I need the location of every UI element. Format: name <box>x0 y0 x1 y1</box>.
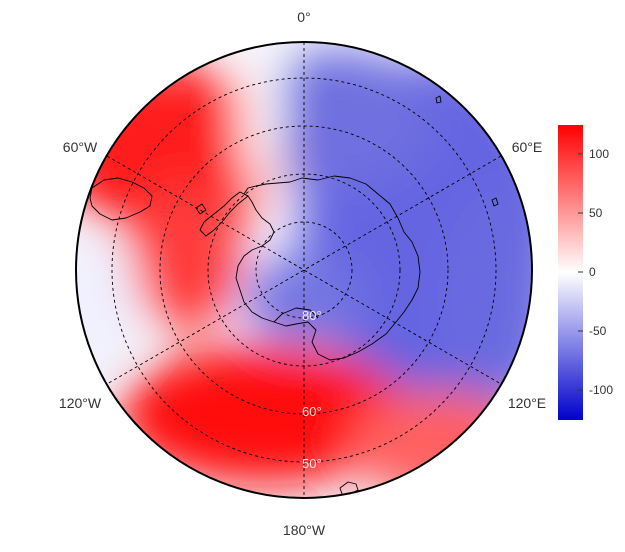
positive-anomaly-south <box>120 345 410 485</box>
lat-label-50: 50° <box>302 456 322 471</box>
negative-anomaly-north <box>245 50 435 190</box>
negative-anomaly-far-east <box>445 190 532 410</box>
positive-anomaly-southeast <box>350 390 530 498</box>
colorbar-tick-label: 0 <box>589 265 596 279</box>
east-islands <box>435 95 499 207</box>
neutral-band-north <box>242 42 282 190</box>
south-america-tip <box>89 177 153 221</box>
coastlines <box>89 95 499 495</box>
graticule <box>106 42 502 498</box>
positive-anomaly-west <box>130 180 240 330</box>
antarctica-coastline <box>235 175 421 361</box>
meridian-label-0: 0° <box>297 9 310 25</box>
negative-anomaly-pole <box>245 255 365 345</box>
colorbar-ticks <box>578 153 583 391</box>
colorbar: 100 50 0 -50 -100 <box>558 125 613 420</box>
lat-label-80: 80° <box>302 308 322 323</box>
lat-label-60: 60° <box>302 404 322 419</box>
anomaly-field <box>76 42 532 498</box>
map-boundary <box>75 41 533 499</box>
meridian-label-120w: 120°W <box>59 395 102 411</box>
lat-circle-80 <box>255 221 353 319</box>
neutral-band-west <box>76 240 140 360</box>
meridian-60e-120w <box>106 155 502 385</box>
antarctic-peninsula <box>199 191 249 237</box>
south-georgia <box>195 203 207 215</box>
colorbar-tick-label: -50 <box>589 324 607 338</box>
colorbar-tick-label: 50 <box>589 206 603 220</box>
meridian-label-120e: 120°E <box>508 395 546 411</box>
meridian-label-60e: 60°E <box>512 139 543 155</box>
ross-ice-shelf-edge <box>273 307 319 323</box>
meridian-label-60w: 60°W <box>63 139 98 155</box>
colorbar-tick-label: 100 <box>589 147 609 161</box>
meridian-label-180w: 180°W <box>283 522 326 538</box>
colorbar-tick-label: -100 <box>589 383 613 397</box>
meridian-60w-120e <box>106 155 502 385</box>
